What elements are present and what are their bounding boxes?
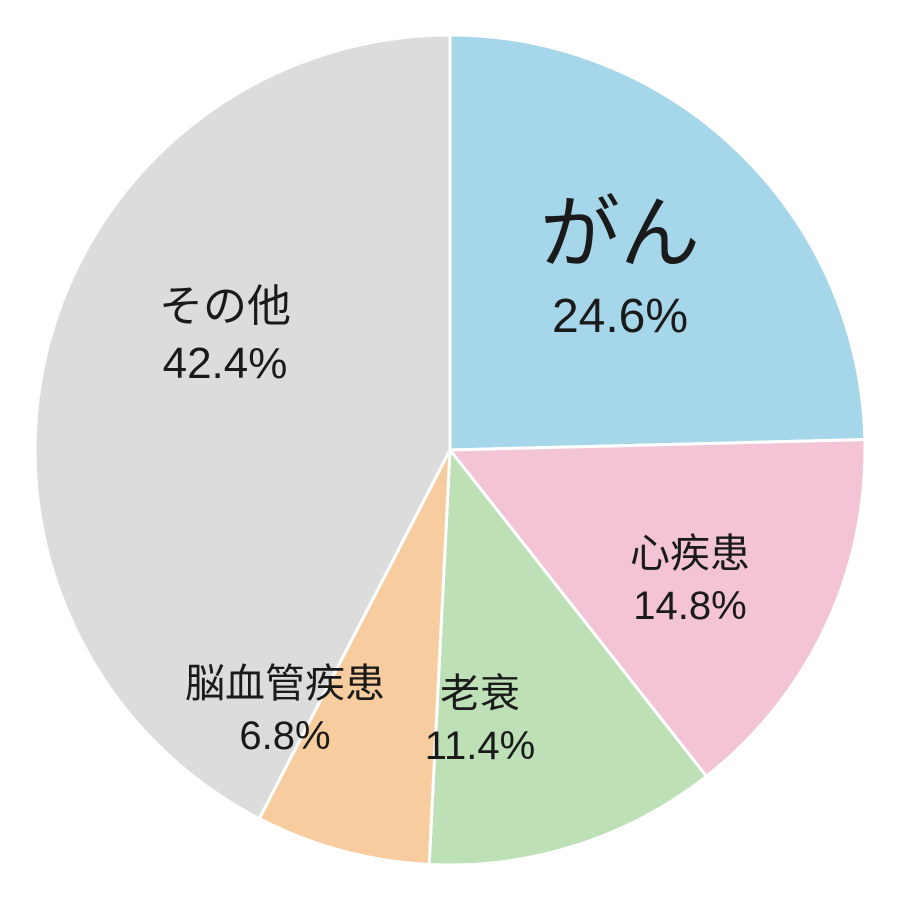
slice-value: 14.8% — [630, 580, 750, 632]
pie-slice-label: 老衰11.4% — [425, 668, 535, 772]
pie-slice-label: 心疾患14.8% — [630, 528, 750, 632]
pie-slice-label: 脳血管疾患6.8% — [185, 658, 385, 762]
slice-value: 42.4% — [159, 335, 291, 392]
pie-slice-label: その他42.4% — [159, 278, 291, 392]
pie-slice-label: がん24.6% — [540, 182, 700, 348]
slice-value: 24.6% — [540, 286, 700, 348]
pie-chart-container: がん24.6% 心疾患14.8% 老衰11.4% 脳血管疾患6.8% その他42.4% — [0, 0, 900, 900]
slice-title: 脳血管疾患 — [185, 658, 385, 710]
slice-value: 11.4% — [425, 720, 535, 772]
slice-title: 心疾患 — [630, 528, 750, 580]
slice-value: 6.8% — [185, 710, 385, 762]
slice-title: がん — [540, 182, 700, 286]
slice-title: 老衰 — [425, 668, 535, 720]
slice-title: その他 — [159, 278, 291, 335]
